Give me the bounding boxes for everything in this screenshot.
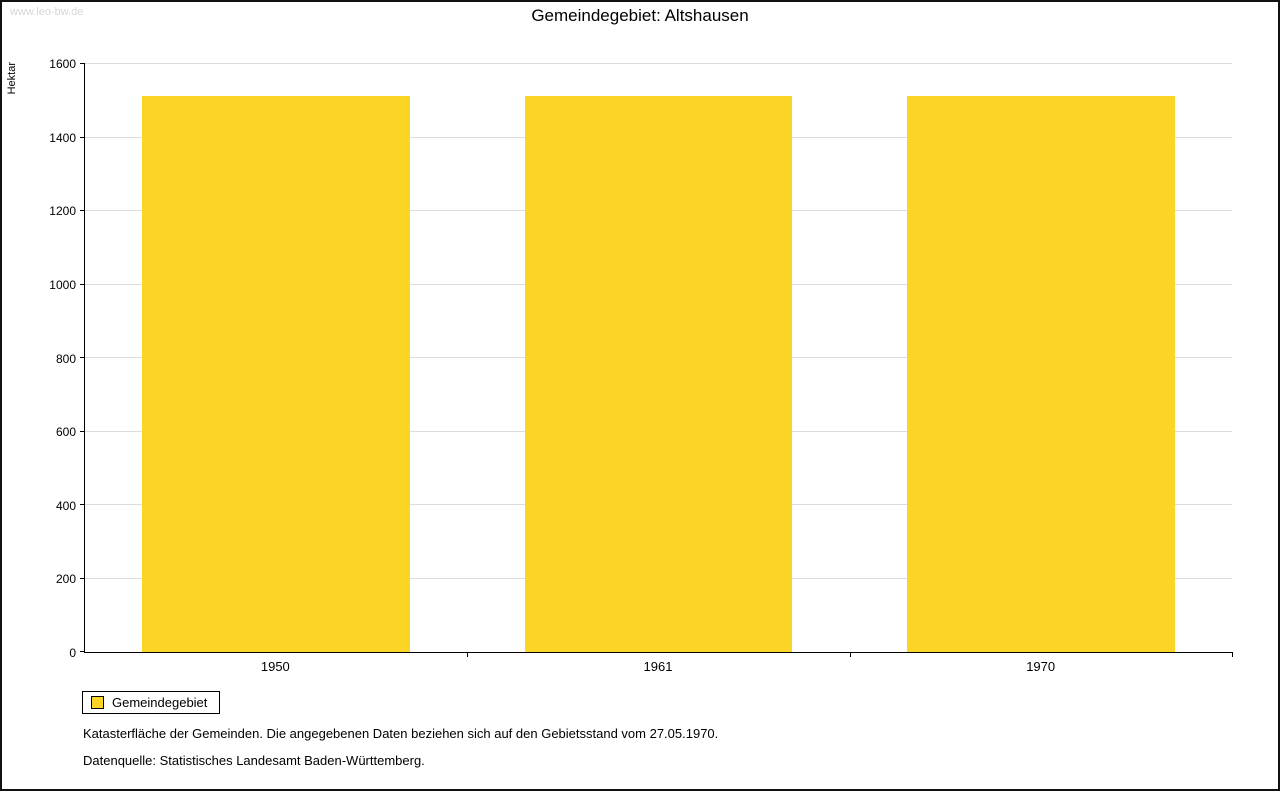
x-tick-mark: [849, 652, 851, 657]
y-tick-mark: [80, 577, 85, 579]
y-tick-mark: [80, 430, 85, 432]
y-tick-mark: [80, 651, 85, 652]
bar-1950: [142, 96, 410, 652]
y-axis-ticks: 0 200 400 600 800 1000 1200 1400 1600: [16, 57, 84, 660]
bar-1961: [524, 96, 793, 652]
y-tick-label: 1600: [49, 57, 76, 71]
y-tick-mark: [80, 357, 85, 358]
y-tick-mark: [80, 504, 85, 505]
x-axis-labels: 1950 1961 1970: [84, 653, 1232, 674]
legend-swatch: [91, 696, 104, 709]
y-tick-label: 200: [55, 572, 76, 587]
y-tick-mark: [80, 63, 85, 64]
x-tick-mark: [1232, 652, 1233, 657]
footnote-source-note: Katasterfläche der Gemeinden. Die angege…: [83, 726, 719, 741]
y-tick-label: 1200: [49, 204, 76, 219]
y-tick-mark: [80, 136, 85, 138]
page-title: Gemeindegebiet: Altshausen: [531, 6, 749, 25]
y-tick-label: 800: [55, 351, 76, 366]
x-tick-label: 1950: [260, 659, 290, 674]
y-tick-label: 600: [55, 425, 76, 440]
watermark: www.leo-bw.de: [10, 6, 84, 18]
gridline: [85, 63, 1232, 64]
y-tick-label: 0: [69, 646, 76, 660]
y-tick-label: 400: [55, 498, 76, 513]
y-tick-label: 1000: [49, 277, 76, 292]
x-tick-label: 1961: [643, 659, 673, 674]
plot-area: [80, 63, 1233, 657]
legend-label: Gemeindegebiet: [112, 695, 208, 710]
y-tick-mark: [80, 210, 85, 211]
y-tick-label: 1400: [49, 130, 76, 145]
x-tick-mark: [467, 652, 469, 657]
bar-1970: [907, 96, 1175, 652]
legend: Gemeindegebiet: [82, 691, 221, 714]
footnote-data-source: Datenquelle: Statistisches Landesamt Bad…: [83, 753, 425, 768]
x-tick-label: 1970: [1026, 659, 1056, 674]
y-tick-mark: [80, 283, 85, 285]
